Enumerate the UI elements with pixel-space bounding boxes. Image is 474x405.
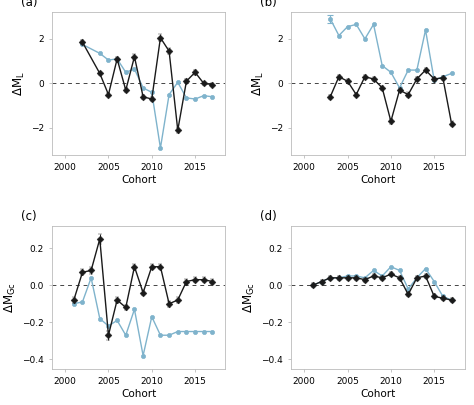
Text: (c): (c) bbox=[21, 210, 36, 223]
Text: (a): (a) bbox=[21, 0, 37, 9]
Y-axis label: $\Delta M_{Gc}$: $\Delta M_{Gc}$ bbox=[3, 282, 18, 313]
Y-axis label: $\Delta M_L$: $\Delta M_L$ bbox=[11, 71, 27, 96]
X-axis label: Cohort: Cohort bbox=[360, 389, 395, 399]
Text: (b): (b) bbox=[260, 0, 277, 9]
X-axis label: Cohort: Cohort bbox=[121, 175, 156, 185]
Y-axis label: $\Delta M_L$: $\Delta M_L$ bbox=[251, 71, 265, 96]
X-axis label: Cohort: Cohort bbox=[360, 175, 395, 185]
X-axis label: Cohort: Cohort bbox=[121, 389, 156, 399]
Text: (d): (d) bbox=[260, 210, 277, 223]
Y-axis label: $\Delta M_{Gc}$: $\Delta M_{Gc}$ bbox=[242, 282, 257, 313]
